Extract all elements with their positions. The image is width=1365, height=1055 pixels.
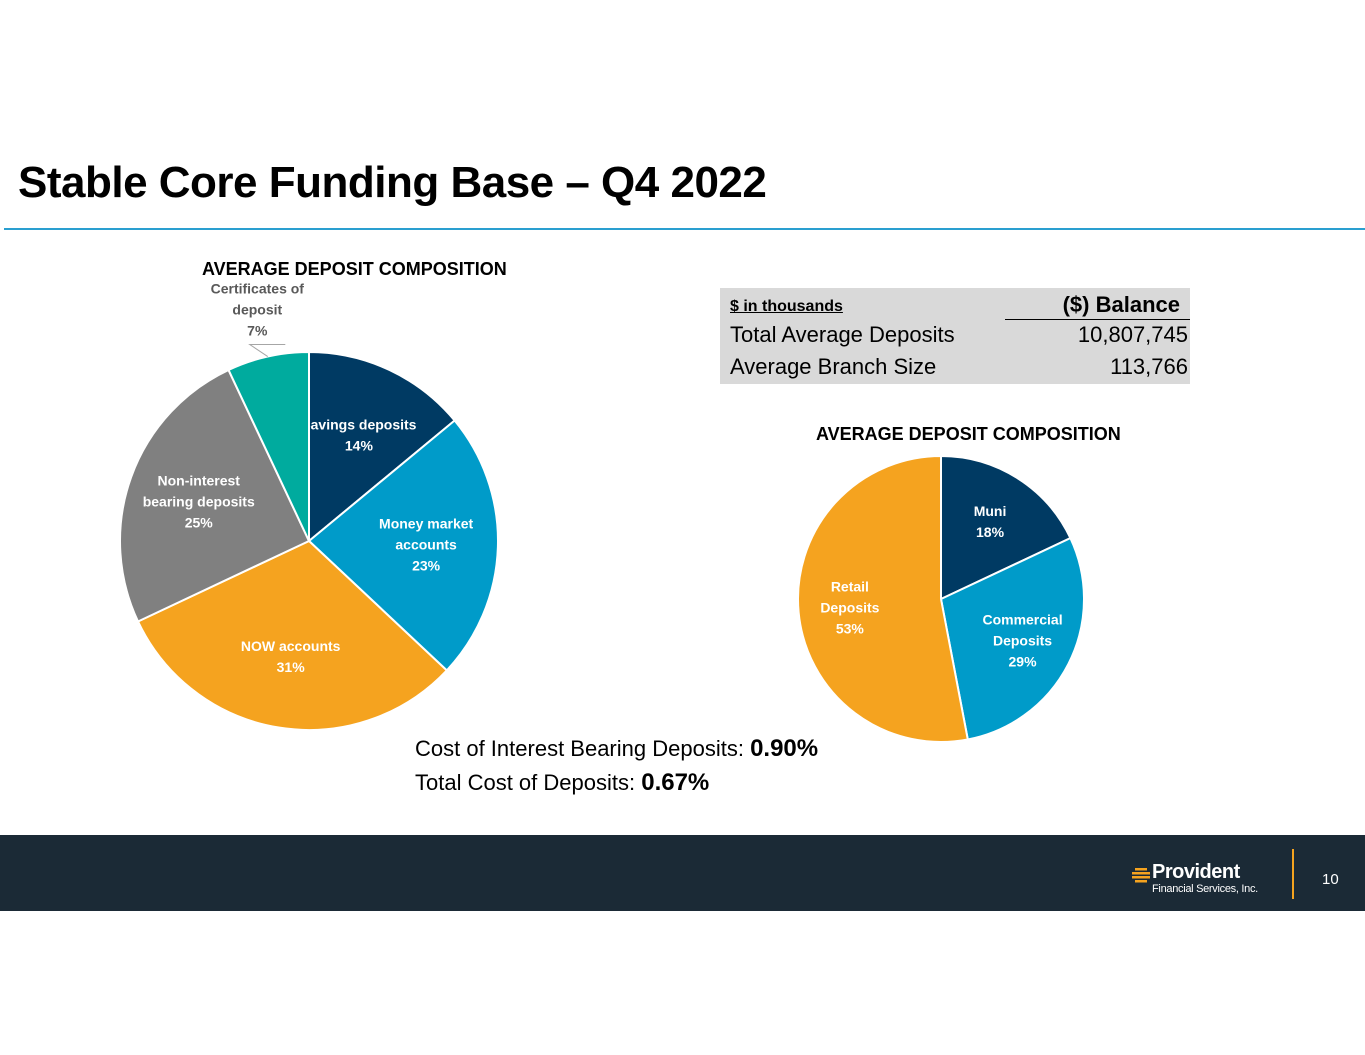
pie-slice-non-interest-bearing-deposits xyxy=(119,368,311,623)
table-header-rule xyxy=(1005,319,1190,320)
slice-label-savings-deposits: Savings deposits 14% xyxy=(301,416,416,453)
deposit-type-pie-chart: Muni 18% Commercial Deposits 29% Retail Deposi… xyxy=(797,454,1085,743)
table-row-label: Total Average Deposits xyxy=(730,322,955,347)
cost-value: 0.90% xyxy=(750,735,819,762)
logo-subtitle: Financial Services, Inc. xyxy=(1152,883,1258,895)
cost-value: 0.67% xyxy=(641,769,710,796)
logo-wordmark: Provident xyxy=(1152,861,1240,883)
pie-slice-money-market-accounts xyxy=(307,419,499,672)
slice-label-money-market-accounts: Money market accounts 23% xyxy=(379,516,473,574)
pie-slice-savings-deposits xyxy=(308,350,457,544)
slice-label-now-accounts: NOW accounts 31% xyxy=(241,638,341,675)
cost-interest-bearing-deposits: Cost of Interest Bearing Deposits: 0.90% xyxy=(415,735,818,763)
table-row-total-average-deposits: Total Average Deposits 10,807,745 xyxy=(730,322,1188,352)
slice-label-muni: Muni 18% xyxy=(974,503,1007,540)
table-row-label: Average Branch Size xyxy=(730,354,937,379)
pie-slice-commercial-deposits xyxy=(939,536,1085,741)
provident-logo-icon xyxy=(1132,868,1150,883)
table-row-value: 10,807,745 xyxy=(1077,322,1188,347)
deposit-balance-table: $ in thousands ($) Balance Total Average… xyxy=(720,288,1190,384)
slice-label-commercial-deposits: Commercial Deposits 29% xyxy=(982,612,1062,670)
page-number: 10 xyxy=(1322,871,1339,888)
cost-label: Cost of Interest Bearing Deposits: xyxy=(415,736,751,761)
slide-title: Stable Core Funding Base – Q4 2022 xyxy=(18,158,767,207)
footer-divider xyxy=(1292,849,1294,899)
total-cost-of-deposits: Total Cost of Deposits: 0.67% xyxy=(415,769,709,797)
slice-label-certificates-of-deposit: Certificates of deposit 7% xyxy=(211,281,305,339)
slide-footer: Provident Financial Services, Inc. 10 xyxy=(0,835,1365,911)
deposit-composition-pie-chart: Savings deposits 14% Money market accounts 2… xyxy=(119,281,499,731)
slice-label-retail-deposits: Retail Deposits 53% xyxy=(820,579,879,637)
deposit-composition-chart-title: AVERAGE DEPOSIT COMPOSITION xyxy=(202,259,507,279)
pie-slice-muni xyxy=(940,454,1072,601)
pie-slice-certificates-of-deposit xyxy=(227,350,310,542)
title-divider xyxy=(4,228,1365,230)
table-row-average-branch-size: Average Branch Size 113,766 xyxy=(730,354,1188,384)
table-balance-header: ($) Balance xyxy=(1062,292,1180,317)
pie-slice-retail-deposits xyxy=(797,454,969,743)
pie-slice-now-accounts xyxy=(136,539,449,731)
cost-label: Total Cost of Deposits: xyxy=(415,770,642,795)
table-units-header: $ in thousands xyxy=(730,298,843,315)
table-row-value: 113,766 xyxy=(1110,354,1188,379)
slice-label-non-interest-bearing-deposits: Non-interest bearing deposits 25% xyxy=(143,472,255,530)
deposit-type-chart-title: AVERAGE DEPOSIT COMPOSITION xyxy=(816,424,1121,444)
leader-line-certificates-of-deposit xyxy=(248,344,286,357)
